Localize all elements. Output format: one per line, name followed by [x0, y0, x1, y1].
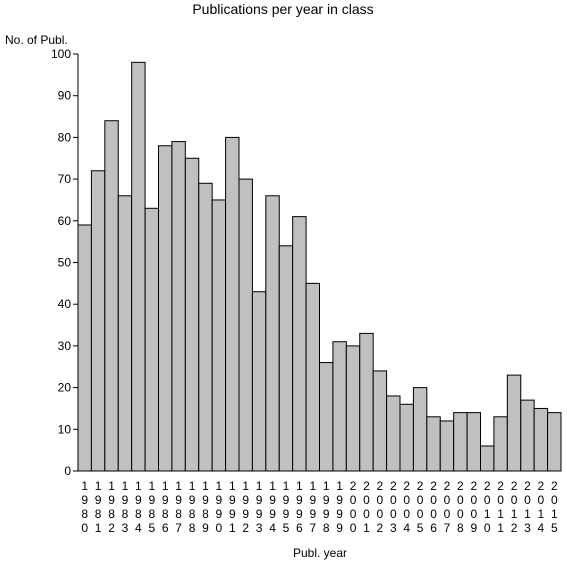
bar	[399, 403, 414, 472]
bar	[158, 145, 173, 472]
x-tick-labels: 1 9 8 0 1 9 8 1 1 9 8 2 1 9 8 3 1 9 8 4 1 9 8 5 1 9 8 6 1 9 8 7 1 9 8 8 1 9 8 9…	[81, 479, 558, 535]
y-tick-label: 90	[58, 89, 72, 103]
bar	[332, 341, 347, 472]
bar	[117, 195, 133, 472]
bar	[144, 207, 159, 472]
bar	[412, 387, 428, 472]
bar	[198, 182, 213, 472]
bar	[265, 195, 280, 472]
y-axis-label: No. of Publ.	[5, 33, 68, 47]
bar	[493, 416, 508, 472]
bar	[90, 170, 106, 472]
bar	[533, 407, 549, 472]
y-tick-label: 10	[58, 422, 72, 436]
bar	[211, 199, 227, 472]
bar	[292, 216, 307, 472]
bar	[77, 224, 92, 472]
bar	[225, 136, 240, 472]
bar	[359, 332, 374, 472]
bar	[426, 416, 441, 472]
y-tick-label: 70	[58, 172, 72, 186]
bar	[439, 420, 455, 472]
bar	[238, 178, 253, 472]
bar	[305, 282, 321, 472]
bar	[372, 370, 388, 472]
y-tick-label: 100	[51, 47, 71, 61]
bar	[251, 291, 267, 472]
bar	[345, 345, 361, 472]
bars-group	[77, 61, 562, 472]
y-tick-label: 80	[58, 130, 72, 144]
bar	[104, 120, 119, 472]
bar	[278, 245, 294, 472]
y-tick-label: 0	[64, 464, 71, 478]
bar	[131, 61, 146, 472]
bar	[453, 412, 468, 472]
bar	[480, 445, 495, 472]
bar	[547, 412, 562, 472]
bar	[506, 374, 522, 472]
y-tick-label: 30	[58, 339, 72, 353]
x-axis-label: Publ. year	[293, 546, 347, 560]
y-tick-label: 60	[58, 214, 72, 228]
bar	[184, 157, 200, 472]
y-tick-label: 40	[58, 297, 72, 311]
bar	[386, 395, 401, 472]
bar	[520, 399, 535, 472]
bar	[171, 141, 186, 472]
bar	[319, 362, 334, 472]
y-axis: 0 10 20 30 40 50 60 70 80 90 100	[51, 47, 79, 478]
bar	[466, 412, 482, 472]
y-tick-label: 20	[58, 381, 72, 395]
y-tick-label: 50	[58, 256, 72, 270]
chart-title: Publications per year in class	[192, 1, 373, 17]
